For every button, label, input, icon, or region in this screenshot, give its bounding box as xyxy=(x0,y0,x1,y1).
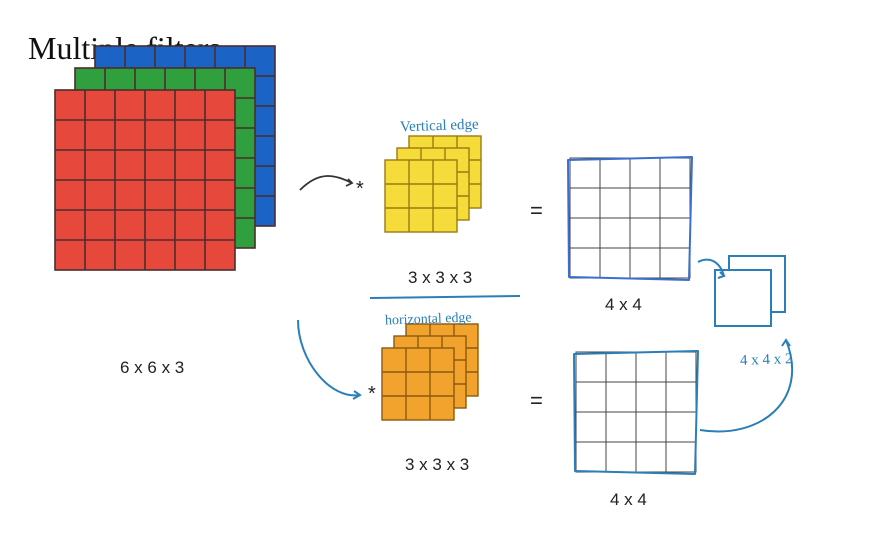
join-arrow-2 xyxy=(0,0,884,536)
